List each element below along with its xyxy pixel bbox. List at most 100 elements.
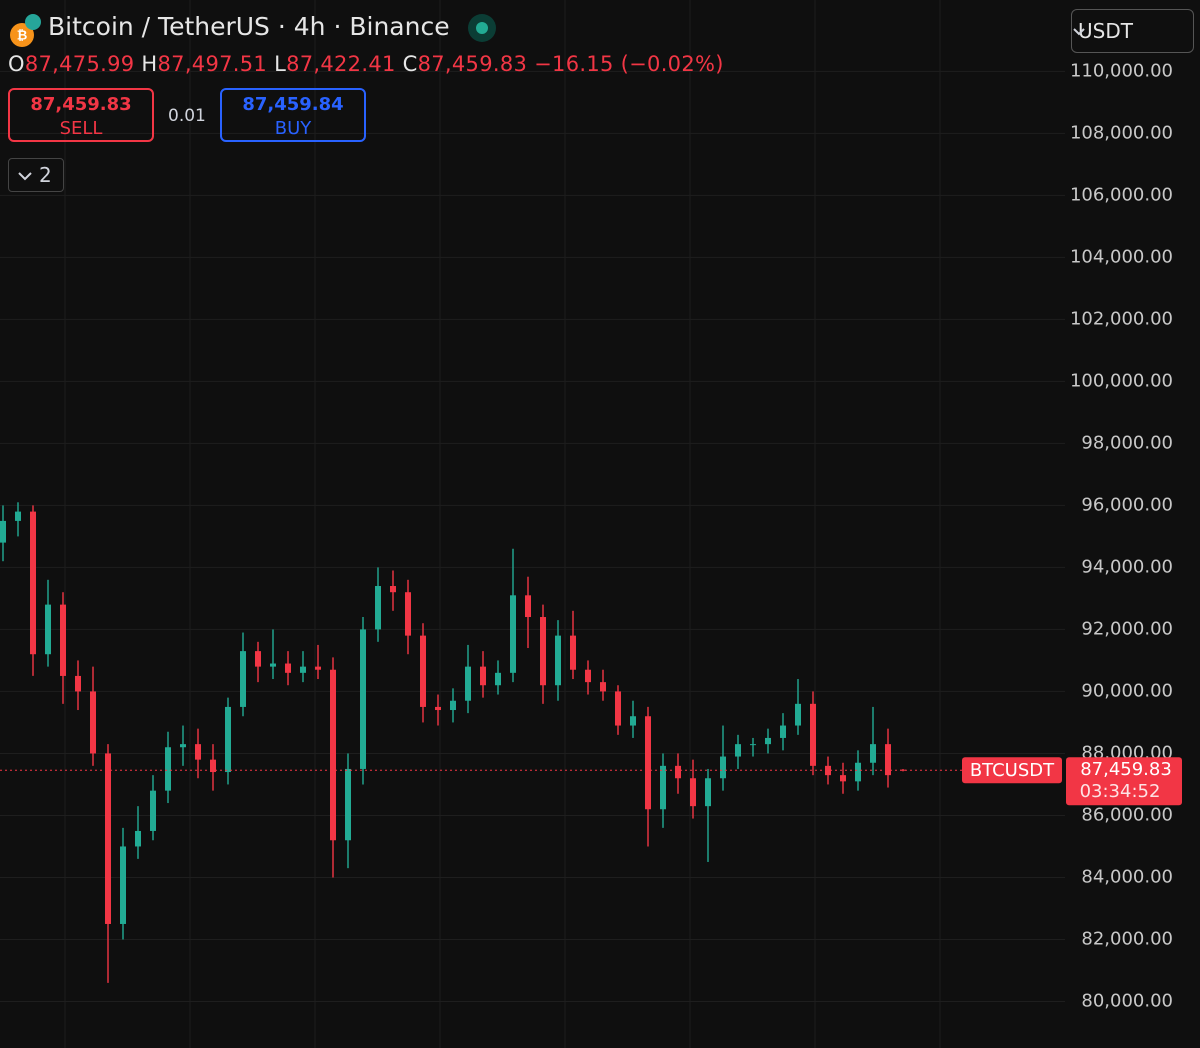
candle-body — [330, 669, 336, 841]
symbol-label-bg — [962, 757, 1062, 784]
candle-body — [570, 635, 576, 670]
candle-body — [675, 765, 681, 779]
candle-body — [435, 706, 441, 711]
market-status[interactable] — [467, 14, 496, 42]
candle-body — [105, 753, 111, 924]
candle-body — [825, 765, 831, 776]
candle-body — [315, 666, 321, 670]
candle-body — [360, 629, 366, 769]
sell-label: SELL — [59, 118, 103, 139]
candle-body — [135, 830, 141, 847]
candle-body — [630, 716, 636, 726]
candle-body — [900, 769, 906, 771]
ohlc-legend: O87,475.99 H87,497.51 L87,422.41 C87,459… — [8, 52, 724, 76]
y-tick-label: 102,000.00 — [1070, 308, 1173, 329]
price-change: −16.15 (−0.02%) — [534, 52, 724, 76]
candle-body — [255, 651, 261, 667]
ohlc-key: C — [402, 52, 418, 76]
candle-body — [285, 663, 291, 673]
ohlc-value: 87,422.41 — [286, 52, 396, 76]
candle-body — [660, 765, 666, 810]
candle-body — [300, 666, 306, 673]
buy-price: 87,459.84 — [242, 94, 344, 115]
candle-body — [150, 790, 156, 831]
candle-body — [885, 744, 891, 776]
candle-body — [390, 586, 396, 593]
y-tick-label: 108,000.00 — [1070, 122, 1173, 143]
chevron — [1073, 28, 1085, 36]
sell-price: 87,459.83 — [30, 94, 132, 115]
indicators-count: 2 — [39, 163, 52, 187]
candle-body — [690, 778, 696, 807]
candle-body — [870, 744, 876, 763]
candle-body — [420, 635, 426, 707]
countdown: 03:34:52 — [1080, 781, 1161, 802]
buy-button[interactable]: 87,459.84 BUY — [220, 88, 366, 142]
y-tick-label: 90,000.00 — [1081, 680, 1173, 701]
y-tick-label: 92,000.00 — [1081, 618, 1173, 639]
title-text: Bitcoin / TetherUS · 4h · Binance — [48, 12, 450, 41]
candle-body — [465, 666, 471, 701]
candle-body — [525, 595, 531, 618]
candle-body — [840, 775, 846, 782]
candle-body — [540, 617, 546, 686]
y-tick-label: 82,000.00 — [1081, 928, 1173, 949]
coin-icon: ₿ — [10, 14, 41, 47]
sell-button[interactable]: 87,459.83 SELL — [8, 88, 154, 142]
candle-body — [210, 759, 216, 773]
y-tick-label: 94,000.00 — [1081, 556, 1173, 577]
candle-body — [795, 703, 801, 726]
candle-body — [0, 520, 6, 543]
candle-body — [90, 691, 96, 754]
candle-body — [615, 691, 621, 726]
y-tick-label: 84,000.00 — [1081, 866, 1173, 887]
candle-body — [120, 846, 126, 924]
indicators-toggle[interactable]: 2 — [8, 158, 64, 192]
y-tick-label: 110,000.00 — [1070, 60, 1173, 81]
candle-body — [750, 744, 756, 746]
candle-body — [735, 744, 741, 757]
candle-body — [855, 762, 861, 782]
ohlc-key: L — [274, 52, 287, 76]
symbol-label: BTCUSDT — [970, 760, 1055, 781]
candle-body — [405, 592, 411, 636]
candle-body — [15, 511, 21, 521]
candle-body — [495, 672, 501, 686]
ohlc-key: H — [141, 52, 158, 76]
ohlc-key: O — [8, 52, 25, 76]
candle-body — [225, 706, 231, 773]
candle-body — [810, 703, 816, 766]
y-tick-label: 100,000.00 — [1070, 370, 1173, 391]
candle-body — [720, 756, 726, 779]
candle-body — [75, 675, 81, 692]
candle-body — [270, 663, 276, 667]
candle-body — [165, 747, 171, 791]
y-tick-label: 106,000.00 — [1070, 184, 1173, 205]
currency-text: USDT — [1078, 19, 1133, 43]
ohlc-value: 87,459.83 — [417, 52, 528, 76]
y-tick-label: 96,000.00 — [1081, 494, 1173, 515]
ohlc-value: 87,475.99 — [24, 52, 135, 76]
last-price-bg — [1066, 757, 1182, 806]
candle-body — [345, 768, 351, 841]
quantity[interactable]: 0.01 — [168, 106, 206, 126]
btc-glyph: ₿ — [17, 29, 28, 44]
y-tick-label: 86,000.00 — [1081, 804, 1173, 825]
candle-body — [780, 725, 786, 738]
currency-select[interactable]: USDT — [1071, 9, 1194, 53]
y-tick-label: 98,000.00 — [1081, 432, 1173, 453]
candle-body — [30, 511, 36, 655]
candle-body — [450, 700, 456, 711]
candle-body — [60, 604, 66, 676]
candle-body — [600, 682, 606, 692]
candle-body — [510, 595, 516, 673]
candle-body — [375, 586, 381, 630]
candle-body — [645, 716, 651, 810]
candle-body — [180, 744, 186, 748]
ohlc-value: 87,497.51 — [157, 52, 268, 76]
btc-circle — [10, 23, 34, 47]
usdt-badge — [25, 14, 41, 30]
y-tick-label: 80,000.00 — [1081, 990, 1173, 1011]
